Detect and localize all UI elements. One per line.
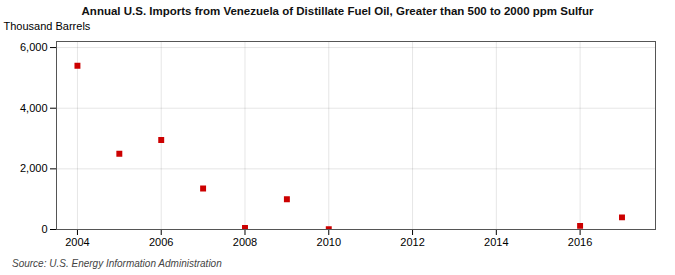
svg-text:2004: 2004 xyxy=(65,236,89,248)
svg-text:2006: 2006 xyxy=(149,236,173,248)
svg-text:6,000: 6,000 xyxy=(20,41,48,53)
svg-text:4,000: 4,000 xyxy=(20,102,48,114)
svg-text:2,000: 2,000 xyxy=(20,162,48,174)
svg-text:2008: 2008 xyxy=(233,236,257,248)
html-text:Annual U.S. Imports from Venez: Annual U.S. Imports from Venezuela of Di… xyxy=(81,5,594,17)
svg-text:0: 0 xyxy=(41,223,47,235)
svg-text:2012: 2012 xyxy=(400,236,424,248)
svg-text:Thousand Barrels: Thousand Barrels xyxy=(4,20,91,32)
svg-text:2010: 2010 xyxy=(317,236,341,248)
html-text:Source: U.S. Energy Informatio: Source: U.S. Energy Information Administ… xyxy=(12,258,222,269)
svg-text:2016: 2016 xyxy=(568,236,592,248)
svg-text:2014: 2014 xyxy=(484,236,508,248)
